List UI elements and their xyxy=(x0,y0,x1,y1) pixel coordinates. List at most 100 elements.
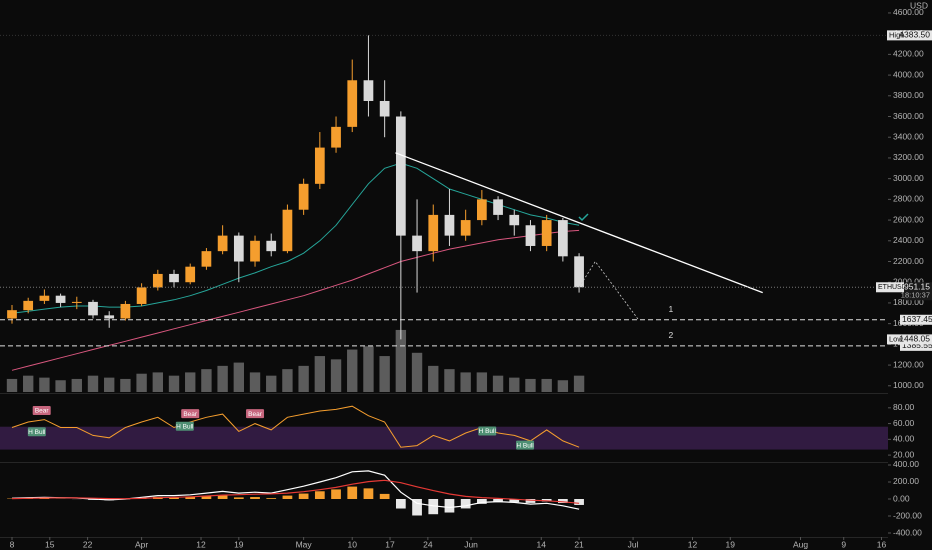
x-tick-label: 12 xyxy=(196,539,206,549)
y-tick-label: 3000.00 xyxy=(893,173,924,183)
volume-bar xyxy=(379,356,390,392)
high-box xyxy=(887,30,932,41)
macd-histogram-bar xyxy=(493,499,503,503)
volume-bar xyxy=(347,349,358,392)
last-symbol: ETHUSD xyxy=(878,284,907,291)
candle-body xyxy=(379,100,390,117)
x-tick-label: 16 xyxy=(877,539,887,549)
y-tick-label: 3800.00 xyxy=(893,90,924,100)
volume-bar xyxy=(428,365,439,392)
macd-histogram-bar xyxy=(185,496,196,500)
candle-body xyxy=(395,116,406,236)
y-tick-label: 1000.00 xyxy=(893,380,924,390)
volume-bar xyxy=(87,375,99,392)
x-tick-label: 10 xyxy=(348,539,358,549)
macd-histogram-bar xyxy=(428,499,439,515)
rsi-signal-label: H Bull xyxy=(28,429,46,436)
volume-bar xyxy=(168,375,180,392)
macd-histogram-bar xyxy=(266,498,277,500)
volume-bar xyxy=(6,378,18,392)
macd-histogram-bar xyxy=(363,488,374,500)
candle-body xyxy=(7,310,17,319)
x-tick-label: 19 xyxy=(726,539,736,549)
volume-bar xyxy=(573,375,585,392)
y-tick-label: -200.00 xyxy=(893,510,922,520)
macd-histogram-bar xyxy=(282,495,293,500)
macd-histogram-bar xyxy=(39,498,50,500)
macd-histogram-bar xyxy=(379,493,390,500)
candle-body xyxy=(363,80,374,101)
macd-histogram-bar xyxy=(574,499,584,505)
volume-bar xyxy=(363,346,374,392)
volume-bar xyxy=(476,372,488,392)
candle-body xyxy=(574,256,584,288)
volume-bar xyxy=(525,378,536,392)
y-tick-label: -400.00 xyxy=(893,527,922,537)
y-tick-label: 0.00 xyxy=(893,493,910,503)
candle-body xyxy=(136,287,147,304)
level-value: 1637.45 xyxy=(902,314,932,324)
x-tick-label: Jul xyxy=(628,539,639,549)
candle-body xyxy=(39,295,50,301)
macd-histogram-bar xyxy=(314,491,325,500)
level-box xyxy=(900,340,932,351)
level-box xyxy=(900,314,932,325)
volume-bar xyxy=(217,365,228,392)
rsi-signal-label: Bear xyxy=(248,411,263,418)
x-tick-label: Aug xyxy=(793,539,808,549)
macd-histogram-bar xyxy=(331,489,341,500)
macd-histogram-bar xyxy=(250,497,260,500)
volume-bar xyxy=(23,375,34,392)
candle-body xyxy=(347,80,358,127)
y-tick-label: 200.00 xyxy=(893,476,919,486)
x-tick-label: 19 xyxy=(234,539,244,549)
candle-body xyxy=(525,225,536,246)
candle-body xyxy=(233,235,244,262)
candle-body xyxy=(217,235,228,252)
x-tick-label: 12 xyxy=(688,539,698,549)
rsi-signal-box xyxy=(175,421,194,431)
macd-histogram-bar xyxy=(347,486,358,500)
volume-bar xyxy=(492,375,504,392)
rsi-signal-label: H Bull xyxy=(479,428,497,435)
volume-bar xyxy=(39,377,50,392)
rsi-signal-box xyxy=(27,427,46,437)
rsi-signal-label: Bear xyxy=(183,411,198,418)
candle-body xyxy=(476,199,487,221)
y-tick-label: 2600.00 xyxy=(893,214,924,224)
x-tick-label: Apr xyxy=(135,539,148,549)
macd-histogram-bar xyxy=(298,493,309,500)
y-tick-label: 20.00 xyxy=(893,449,915,459)
y-tick-label: 1800.00 xyxy=(893,297,924,307)
candle-body xyxy=(558,220,568,257)
currency-label: USD xyxy=(910,0,928,10)
candle-body xyxy=(71,301,82,303)
level-tag: 1 xyxy=(669,304,674,314)
y-tick-label: 2200.00 xyxy=(893,256,924,266)
volume-bar xyxy=(233,362,245,392)
volume-bar xyxy=(152,372,163,392)
y-tick-label: 1200.00 xyxy=(893,359,924,369)
volume-bar xyxy=(541,378,552,392)
y-tick-label: 2400.00 xyxy=(893,235,924,245)
x-tick-label: 14 xyxy=(537,539,547,549)
macd-histogram-bar xyxy=(525,499,536,503)
last-symbol-box xyxy=(876,282,904,293)
y-tick-label: 3400.00 xyxy=(893,131,924,141)
macd-histogram-bar xyxy=(509,499,520,503)
trendline xyxy=(395,152,763,294)
rsi-signal-label: H Bull xyxy=(176,423,194,430)
y-tick-label: 2000.00 xyxy=(893,276,924,286)
candle-body xyxy=(250,240,260,262)
level-value: 1385.55 xyxy=(902,340,932,350)
rsi-signal-box xyxy=(181,409,200,419)
candle-body xyxy=(120,303,131,319)
rsi-signal-label: Bear xyxy=(35,408,50,415)
candle-body xyxy=(88,301,98,316)
y-tick-label: 40.00 xyxy=(893,434,915,444)
y-tick-label: 3200.00 xyxy=(893,152,924,162)
candle-body xyxy=(185,266,196,283)
volume-bar xyxy=(136,373,147,392)
candle-body xyxy=(314,147,325,184)
